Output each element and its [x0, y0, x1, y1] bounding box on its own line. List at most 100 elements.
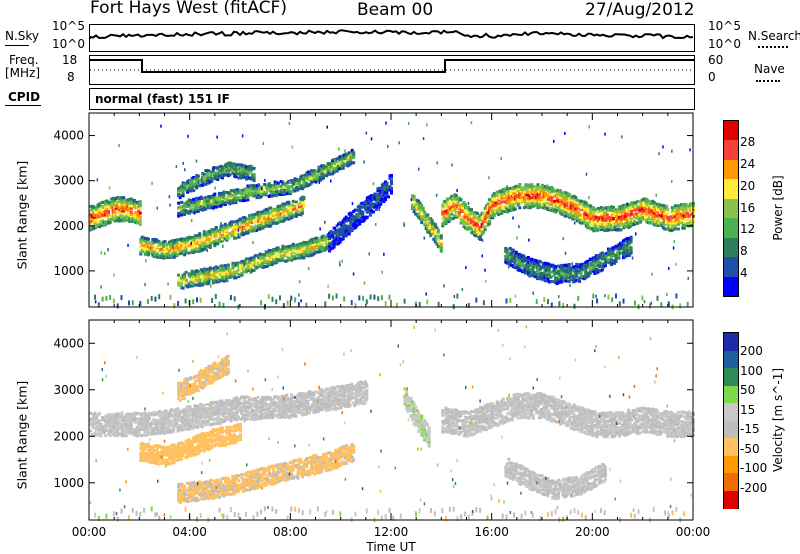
- echo-cell: [548, 273, 551, 277]
- echo-cell: [261, 265, 265, 269]
- echo-cell: [137, 209, 141, 213]
- echo-cell: [294, 200, 298, 204]
- echo-cell: [328, 244, 332, 248]
- scatter-cell: [380, 295, 383, 301]
- echo-cell: [579, 274, 583, 278]
- echo-cell: [110, 417, 114, 421]
- echo-cell: [686, 211, 689, 215]
- echo-cell: [565, 205, 569, 209]
- echo-cell: [619, 219, 623, 223]
- echo-cell: [552, 269, 556, 273]
- echo-cell: [264, 224, 268, 228]
- freq-tick-low: 8: [67, 70, 75, 84]
- echo-cell: [252, 179, 256, 182]
- echo-cell: [608, 216, 612, 220]
- echo-cell: [594, 271, 598, 275]
- echo-cell: [518, 199, 522, 203]
- echo-cell: [578, 276, 582, 280]
- echo-cell: [171, 239, 174, 243]
- echo-cell: [652, 201, 656, 204]
- echo-cell: [107, 209, 111, 213]
- echo-cell: [621, 214, 624, 218]
- noise-cell: [558, 295, 560, 299]
- echo-cell: [519, 256, 523, 260]
- scatter-cell: [388, 294, 391, 300]
- echo-cell: [131, 430, 135, 434]
- echo-cell: [140, 248, 144, 252]
- echo-cell: [125, 215, 129, 219]
- scatter-cell: [618, 301, 621, 307]
- echo-cell: [445, 197, 449, 201]
- echo-cell: [528, 206, 532, 209]
- noise-cell: [484, 268, 486, 272]
- echo-cell: [308, 172, 312, 176]
- freq-label-2: [MHz]: [5, 66, 41, 80]
- echo-cell: [285, 255, 289, 258]
- echo-cell: [507, 251, 511, 254]
- echo-cell: [269, 257, 273, 261]
- echo-cell: [611, 249, 615, 253]
- noise-cell: [485, 279, 487, 283]
- echo-cell: [488, 220, 492, 223]
- echo-band-1: [139, 195, 306, 260]
- echo-cell: [306, 241, 310, 245]
- echo-cell: [216, 166, 220, 170]
- echo-cell: [592, 229, 596, 233]
- echo-cell: [417, 199, 421, 203]
- echo-cell: [175, 243, 179, 247]
- echo-cell: [447, 201, 451, 205]
- echo-cell: [541, 204, 544, 208]
- echo-cell: [332, 245, 336, 249]
- echo-cell: [177, 214, 181, 218]
- echo-cell: [548, 186, 552, 190]
- noise-cell: [197, 180, 200, 184]
- echo-cell: [361, 210, 365, 214]
- echo-cell: [146, 424, 150, 428]
- echo-cell: [423, 210, 427, 214]
- echo-cell: [261, 215, 265, 219]
- echo-cell: [429, 217, 433, 221]
- echo-cell: [637, 207, 641, 211]
- echo-cell: [609, 247, 613, 251]
- echo-cell: [661, 221, 665, 225]
- noise-cell: [673, 239, 675, 243]
- echo-cell: [593, 209, 597, 213]
- noise-cell: [352, 272, 355, 276]
- echo-cell: [514, 250, 518, 254]
- echo-cell: [137, 429, 141, 433]
- echo-cell: [554, 210, 558, 214]
- echo-cell: [546, 277, 550, 281]
- echo-cell: [257, 193, 261, 197]
- echo-cell: [580, 206, 584, 210]
- scatter-cell: [343, 296, 346, 302]
- echo-cell: [669, 224, 673, 228]
- nsearch-tick-low: 10^0: [708, 37, 741, 51]
- echo-cell: [382, 200, 386, 203]
- echo-cell: [296, 188, 300, 192]
- echo-cell: [533, 197, 537, 201]
- echo-cell: [201, 283, 205, 287]
- echo-cell: [578, 199, 582, 203]
- echo-cell: [649, 202, 653, 206]
- echo-cell: [237, 235, 241, 239]
- noise-cell: [107, 248, 109, 252]
- echo-cell: [368, 202, 372, 206]
- echo-cell: [192, 189, 196, 193]
- echo-cell: [614, 260, 618, 264]
- echo-cell: [246, 217, 250, 221]
- echo-cell: [246, 265, 250, 269]
- echo-cell: [614, 253, 618, 257]
- y-tick-label: 2000: [53, 219, 84, 233]
- echo-cell: [152, 249, 156, 253]
- echo-cell: [684, 204, 688, 208]
- echo-cell: [276, 204, 280, 208]
- echo-cell: [110, 217, 114, 221]
- echo-cell: [96, 215, 100, 219]
- echo-cell: [217, 274, 221, 278]
- echo-cell: [687, 218, 691, 222]
- echo-cell: [233, 172, 236, 175]
- scatter-cell: [667, 301, 670, 307]
- scatter-cell: [109, 294, 112, 300]
- echo-cell: [248, 189, 252, 192]
- echo-cell: [177, 247, 181, 251]
